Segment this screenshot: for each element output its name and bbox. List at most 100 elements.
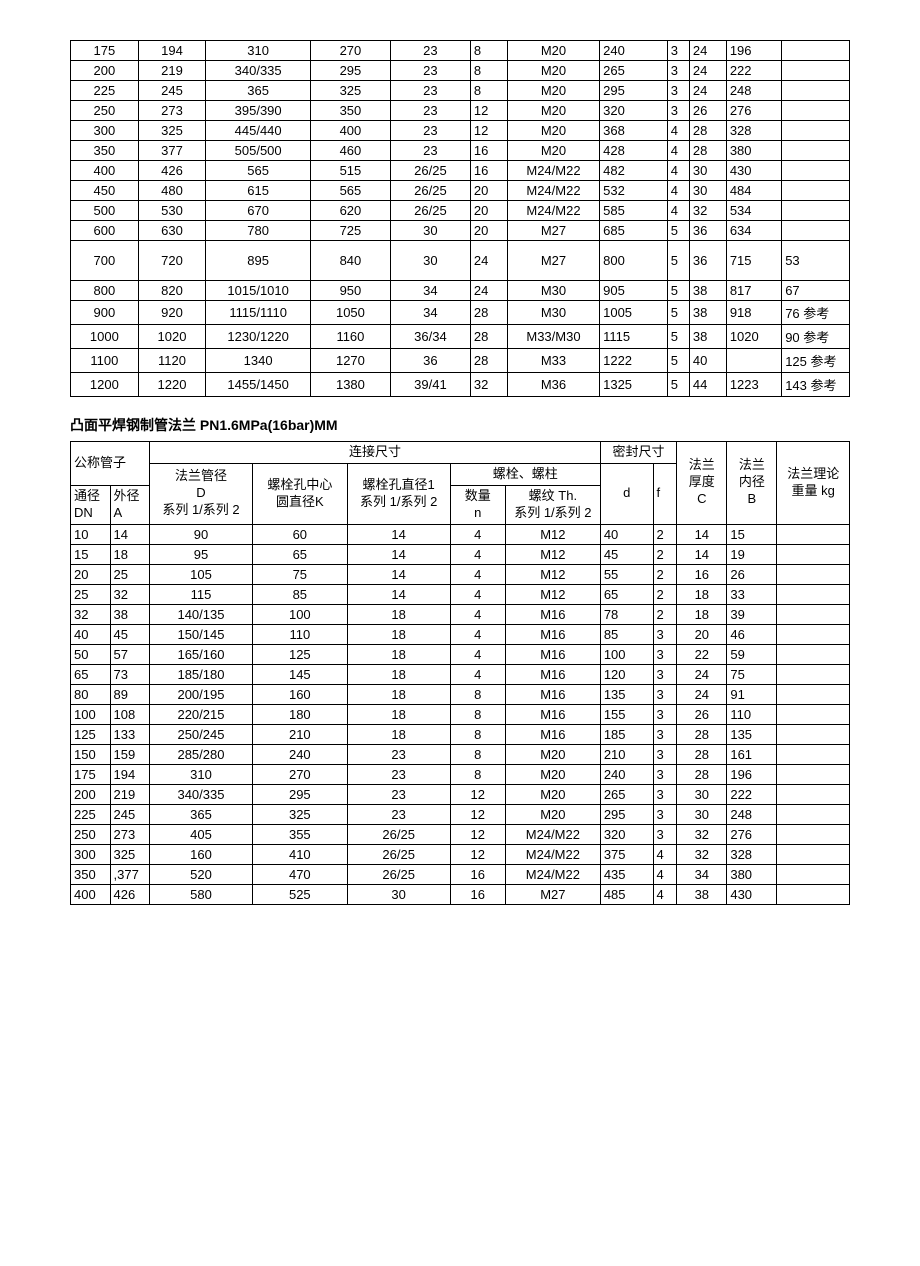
cell: 18 — [347, 604, 450, 624]
cell: 135 — [727, 724, 777, 744]
cell: 145 — [252, 664, 347, 684]
cell: 534 — [726, 201, 781, 221]
cell: 2 — [653, 584, 677, 604]
cell: 14 — [347, 544, 450, 564]
cell: 265 — [600, 784, 653, 804]
cell: 3 — [653, 764, 677, 784]
cell: 36 — [390, 349, 470, 373]
cell: 80 — [71, 684, 111, 704]
cell: 3 — [667, 81, 689, 101]
cell: 26/25 — [347, 824, 450, 844]
table-row: 200219340/335295238M20265324222 — [71, 61, 850, 81]
cell: 8 — [450, 704, 505, 724]
cell: 430 — [726, 161, 781, 181]
table-row: 250273395/3903502312M20320326276 — [71, 101, 850, 121]
cell: 900 — [71, 301, 139, 325]
cell: 100 — [252, 604, 347, 624]
cell: M20 — [505, 784, 600, 804]
cell: 120 — [600, 664, 653, 684]
cell: 8 — [450, 724, 505, 744]
cell: 2 — [653, 604, 677, 624]
cell: M16 — [505, 604, 600, 624]
cell: 1020 — [138, 325, 206, 349]
cell: M24/M22 — [505, 824, 600, 844]
cell: 4 — [653, 884, 677, 904]
cell: 210 — [600, 744, 653, 764]
cell: 24 — [677, 664, 727, 684]
cell: 8 — [470, 81, 507, 101]
cell: 480 — [138, 181, 206, 201]
table-row: 10149060144M124021415 — [71, 524, 850, 544]
cell: 28 — [470, 301, 507, 325]
cell: 105 — [150, 564, 253, 584]
cell: 23 — [390, 141, 470, 161]
cell: 76 参考 — [782, 301, 850, 325]
cell: 23 — [347, 744, 450, 764]
cell: 285/280 — [150, 744, 253, 764]
cell: 32 — [470, 373, 507, 397]
cell: 295 — [600, 81, 668, 101]
cell: 28 — [677, 764, 727, 784]
cell: 20 — [470, 221, 507, 241]
cell: 3 — [653, 804, 677, 824]
cell: 3 — [653, 784, 677, 804]
cell: 18 — [347, 644, 450, 664]
cell: M20 — [507, 141, 599, 161]
cell: 12 — [450, 784, 505, 804]
table-row: 25027340535526/2512M24/M22320332276 — [71, 824, 850, 844]
cell: M24/M22 — [507, 201, 599, 221]
cell: M24/M22 — [507, 181, 599, 201]
cell: 30 — [689, 181, 726, 201]
cell: 276 — [727, 824, 777, 844]
cell: 720 — [138, 241, 206, 281]
cell: 18 — [677, 584, 727, 604]
cell: 125 — [252, 644, 347, 664]
cell: 36 — [689, 221, 726, 241]
cell: 565 — [310, 181, 390, 201]
cell: 33 — [727, 584, 777, 604]
cell: M27 — [507, 221, 599, 241]
table-row: 253211585144M126521833 — [71, 584, 850, 604]
cell: 8 — [470, 61, 507, 81]
cell — [782, 81, 850, 101]
section-title: 凸面平焊钢制管法兰 PN1.6MPa(16bar)MM — [70, 415, 850, 435]
cell: 250/245 — [150, 724, 253, 744]
cell: 2 — [653, 564, 677, 584]
cell: 38 — [689, 325, 726, 349]
cell: 368 — [600, 121, 668, 141]
cell: 150/145 — [150, 624, 253, 644]
table-row: 202510575144M125521626 — [71, 564, 850, 584]
cell: 30 — [677, 804, 727, 824]
cell: 24 — [470, 241, 507, 281]
cell: 44 — [689, 373, 726, 397]
table-row: 4004265805253016M27485438430 — [71, 884, 850, 904]
cell: 23 — [390, 41, 470, 61]
cell: 185 — [600, 724, 653, 744]
cell: 350 — [310, 101, 390, 121]
cell: 4 — [450, 584, 505, 604]
cell — [777, 664, 850, 684]
cell: 4 — [450, 624, 505, 644]
cell: 3 — [653, 684, 677, 704]
cell: 32 — [677, 824, 727, 844]
cell: 24 — [689, 41, 726, 61]
cell: M20 — [507, 121, 599, 141]
table-row: 120012201455/1450138039/4132M36132554412… — [71, 373, 850, 397]
cell: 30 — [390, 221, 470, 241]
cell: 245 — [110, 804, 150, 824]
cell: M20 — [507, 81, 599, 101]
cell: 350 — [71, 864, 111, 884]
cell: 4 — [450, 544, 505, 564]
table-row: 3238140/135100184M167821839 — [71, 604, 850, 624]
cell: 580 — [150, 884, 253, 904]
cell — [782, 121, 850, 141]
cell: 222 — [726, 61, 781, 81]
cell — [777, 584, 850, 604]
cell: 24 — [689, 61, 726, 81]
cell: 16 — [450, 864, 505, 884]
cell: 5 — [667, 373, 689, 397]
cell: 90 — [150, 524, 253, 544]
cell: 14 — [347, 524, 450, 544]
cell: 325 — [252, 804, 347, 824]
cell: 630 — [138, 221, 206, 241]
